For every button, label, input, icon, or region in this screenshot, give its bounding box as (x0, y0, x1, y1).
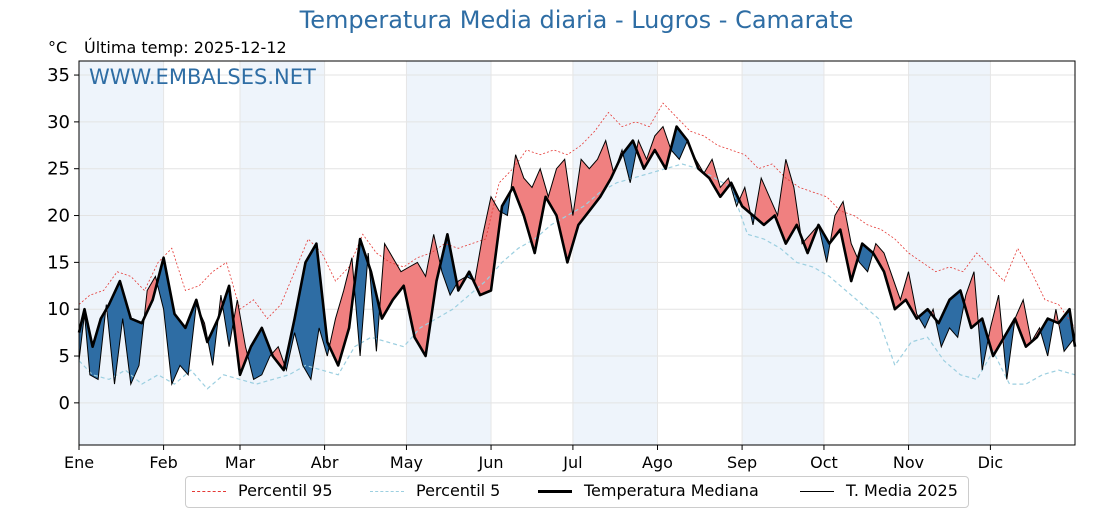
fill-above-median (637, 126, 672, 169)
plot-frame (78, 60, 1076, 446)
temperature-chart: 0 5 10 15 20 25 30 35 Ene Feb Mar Abr May Jun Jul Ago Se… (47, 60, 1077, 472)
y-tick-label: 10 (47, 299, 70, 320)
fill-above-median (873, 243, 920, 319)
fill-below-median (208, 318, 219, 366)
month-band (908, 61, 991, 445)
x-tick-label: Sep (727, 453, 757, 472)
legend: Percentil 95 Percentil 5 Temperatura Med… (185, 476, 969, 508)
series-t-media-2025 (78, 125, 1076, 387)
fill-above-median (687, 140, 732, 197)
x-tick-label: Ago (642, 453, 673, 472)
fill-below-median (935, 290, 965, 347)
legend-swatch-median (538, 490, 572, 493)
x-tick-label: Jul (562, 453, 582, 472)
watermark-text: WWW.EMBALSES.NET (89, 65, 316, 89)
x-tick-label: Feb (149, 453, 177, 472)
fill-above-median (511, 140, 614, 263)
x-tick-label: Abr (311, 453, 339, 472)
fill-above-median (473, 196, 502, 296)
legend-swatch-current (800, 491, 834, 492)
x-tick-label: Dic (978, 453, 1004, 472)
x-tick-label: Mar (225, 453, 256, 472)
fill-above-median (272, 346, 285, 371)
legend-item-median: Temperatura Mediana (538, 481, 759, 501)
legend-swatch-p5 (370, 491, 404, 492)
x-tick-label: Oct (810, 453, 838, 472)
fill-below-median (1040, 317, 1055, 356)
legend-item-current: T. Media 2025 (800, 481, 958, 501)
fill-above-median (964, 271, 980, 338)
x-tick-label: Jun (478, 453, 504, 472)
last-temp-label: Última temp: 2025-12-12 (84, 38, 287, 57)
y-tick-label: 0 (59, 393, 70, 414)
x-tick-label: Ene (64, 453, 94, 472)
legend-swatch-p95 (192, 491, 226, 492)
y-tick-label: 15 (47, 252, 70, 273)
series-percentil-5 (78, 163, 1076, 390)
y-tick-label: 35 (47, 65, 70, 86)
fill-above-median (989, 295, 1005, 356)
series-percentil-95 (78, 102, 1076, 329)
fill-above-median (330, 257, 355, 366)
month-band (572, 61, 658, 445)
fill-above-median (830, 201, 859, 282)
legend-label-median: Temperatura Mediana (584, 481, 759, 500)
legend-label-p95: Percentil 95 (238, 481, 333, 500)
fill-above-median (380, 234, 441, 356)
fill-below-median (285, 243, 330, 380)
x-tick-label: May (390, 453, 423, 472)
chart-title: Temperatura Media diaria - Lugros - Cama… (299, 6, 854, 34)
fill-below-median (623, 140, 637, 183)
y-tick-label: 5 (59, 346, 70, 367)
fill-above-median (1054, 309, 1060, 331)
legend-item-p95: Percentil 95 (192, 481, 333, 501)
fill-below-median (979, 318, 989, 371)
month-band (742, 61, 824, 445)
y-tick-label: 25 (47, 159, 70, 180)
x-tick-label: Nov (893, 453, 924, 472)
fill-above-median (755, 159, 803, 244)
fill-below-median (107, 281, 145, 385)
y-unit-label: °C (48, 38, 68, 57)
y-tick-label: 30 (47, 112, 70, 133)
legend-label-p5: Percentil 5 (416, 481, 501, 500)
month-band (79, 61, 164, 445)
legend-label-current: T. Media 2025 (846, 481, 958, 500)
y-tick-label: 20 (47, 206, 70, 227)
legend-item-p5: Percentil 5 (370, 481, 500, 501)
fill-below-median (1060, 309, 1075, 352)
fill-below-median (223, 285, 235, 347)
series-temperatura-mediana (77, 125, 1077, 377)
